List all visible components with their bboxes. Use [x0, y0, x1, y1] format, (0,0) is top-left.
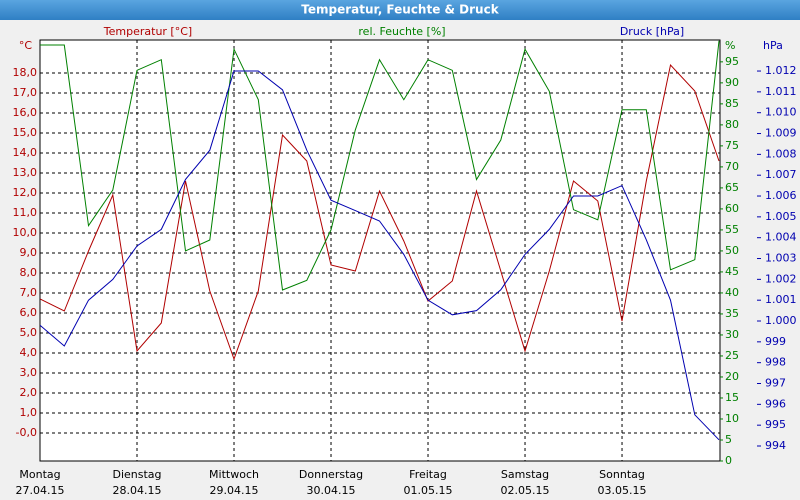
y3-tick-label: 996: [765, 397, 786, 410]
y3-tick-label: 997: [765, 377, 786, 390]
y2-tick-label: 20: [725, 370, 739, 383]
y2-tick-label: 60: [725, 202, 739, 215]
y3-tick-label: 1.000: [765, 314, 797, 327]
y2-tick-label: 25: [725, 349, 739, 362]
y2-tick-label: 45: [725, 265, 739, 278]
y2-tick-label: 55: [725, 223, 739, 236]
y2-tick-label: 95: [725, 55, 739, 68]
y2-tick-label: 75: [725, 139, 739, 152]
legend-label: Druck [hPa]: [620, 25, 684, 38]
y3-tick-label: 1.010: [765, 106, 797, 119]
y-tick-label: 11,0: [13, 206, 38, 219]
y2-tick-label: 50: [725, 244, 739, 257]
series-line: [40, 63, 720, 361]
x-tick-date: 28.04.15: [113, 484, 162, 497]
x-tick-date: 01.05.15: [404, 484, 453, 497]
chart-title: Temperatur, Feuchte & Druck: [301, 3, 499, 17]
y2-tick-label: 35: [725, 307, 739, 320]
y-tick-label: 5,0: [20, 326, 38, 339]
y-tick-label: 3,0: [20, 366, 38, 379]
x-tick-label: Samstag: [501, 468, 549, 481]
y3-tick-label: 1.008: [765, 147, 797, 160]
y-tick-label: 14,0: [13, 146, 38, 159]
x-tick-date: 30.04.15: [307, 484, 356, 497]
x-tick-date: 02.05.15: [501, 484, 550, 497]
plot-area: [39, 39, 721, 462]
y2-unit: %: [725, 39, 735, 52]
y-tick-label: 15,0: [13, 126, 38, 139]
y-tick-label: 9,0: [20, 246, 38, 259]
y-unit: °C: [19, 39, 33, 52]
y2-tick-label: 85: [725, 97, 739, 110]
y-tick-label: 16,0: [13, 106, 38, 119]
x-tick-label: Sonntag: [599, 468, 645, 481]
y3-tick-label: 1.005: [765, 210, 797, 223]
y2-tick-label: 10: [725, 412, 739, 425]
y3-tick-label: 1.009: [765, 127, 797, 140]
series-line: [40, 40, 720, 291]
y-tick-label: 2,0: [20, 386, 38, 399]
title-bar: [0, 0, 800, 20]
y-tick-label: 7,0: [20, 286, 38, 299]
y2-tick-label: 80: [725, 118, 739, 131]
y-tick-label: 18,0: [13, 66, 38, 79]
x-tick-date: 03.05.15: [598, 484, 647, 497]
y2-tick-label: 65: [725, 181, 739, 194]
y3-tick-label: 995: [765, 418, 786, 431]
x-tick-label: Dienstag: [112, 468, 161, 481]
legend-label: rel. Feuchte [%]: [358, 25, 445, 38]
y-tick-label: 6,0: [20, 306, 38, 319]
y-tick-label: 4,0: [20, 346, 38, 359]
y3-tick-label: 1.002: [765, 272, 797, 285]
x-tick-label: Mittwoch: [209, 468, 259, 481]
y2-tick-label: 15: [725, 391, 739, 404]
series-line: [40, 70, 720, 441]
x-tick-label: Montag: [19, 468, 60, 481]
y2-tick-label: 30: [725, 328, 739, 341]
y3-tick-label: 1.011: [765, 85, 797, 98]
y3-tick-label: 998: [765, 356, 786, 369]
y-tick-label: 17,0: [13, 86, 38, 99]
y-tick-label: -0,0: [16, 426, 37, 439]
y-tick-label: 1,0: [20, 406, 38, 419]
x-tick-date: 27.04.15: [16, 484, 65, 497]
x-tick-label: Donnerstag: [299, 468, 363, 481]
y3-unit: hPa: [763, 39, 783, 52]
x-tick-label: Freitag: [409, 468, 447, 481]
y2-tick-label: 70: [725, 160, 739, 173]
y3-tick-label: 1.012: [765, 64, 797, 77]
y2-tick-label: 40: [725, 286, 739, 299]
y3-tick-label: 1.004: [765, 231, 797, 244]
y-tick-label: 12,0: [13, 186, 38, 199]
y3-tick-label: 1.007: [765, 168, 797, 181]
y2-tick-label: 5: [725, 433, 732, 446]
y3-tick-label: 1.003: [765, 252, 797, 265]
y-tick-label: 10,0: [13, 226, 38, 239]
y-tick-label: 13,0: [13, 166, 38, 179]
y2-tick-label: 0: [725, 454, 732, 467]
x-tick-date: 29.04.15: [210, 484, 259, 497]
legend-label: Temperatur [°C]: [103, 25, 192, 38]
y3-tick-label: 1.006: [765, 189, 797, 202]
y3-tick-label: 1.001: [765, 293, 797, 306]
y3-tick-label: 999: [765, 335, 786, 348]
y2-tick-label: 90: [725, 76, 739, 89]
y3-tick-label: 994: [765, 439, 786, 452]
y-tick-label: 8,0: [20, 266, 38, 279]
